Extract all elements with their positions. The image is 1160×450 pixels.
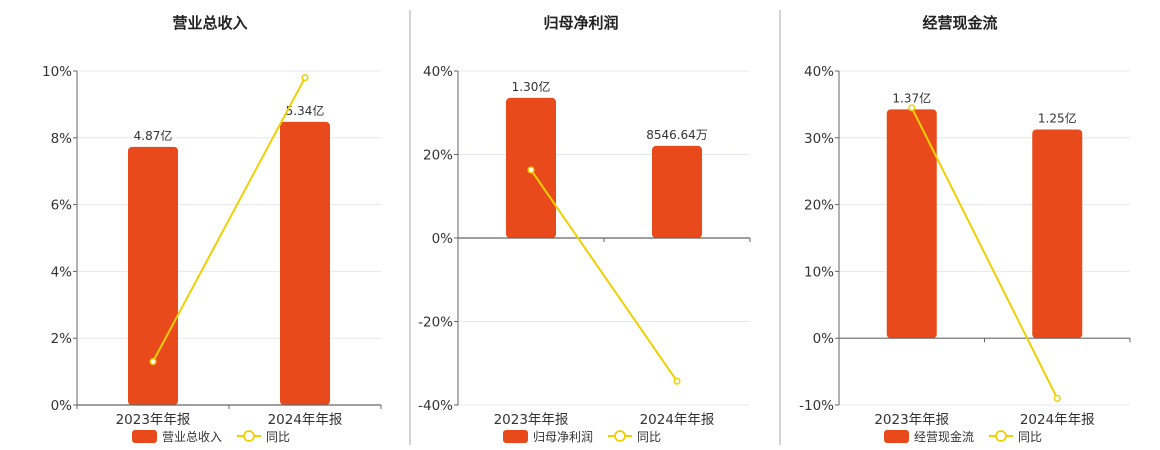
legend-swatch-point <box>614 430 626 442</box>
y-tick-label: 10% <box>804 264 834 280</box>
y-tick-label: -10% <box>799 398 834 414</box>
chart-panel-2: 归母净利润 -40% -20% 0% 20% 40% 1.30亿 8546.64万 2023年年… <box>418 14 751 444</box>
y-tick-label: 30% <box>804 131 834 147</box>
category-label: 2023年年报 <box>874 412 949 428</box>
legend-label: 同比 <box>1018 430 1042 444</box>
bar-data-label: 4.87亿 <box>134 128 173 143</box>
y-tick-label: 40% <box>804 64 834 80</box>
y-tick-label: -40% <box>418 398 453 414</box>
y-tick-label: 6% <box>51 198 73 214</box>
category-label: 2023年年报 <box>116 412 191 428</box>
bar-data-label: 1.25亿 <box>1038 110 1077 125</box>
y-tick-label: 0% <box>432 231 454 247</box>
legend-swatch-point <box>995 430 1007 442</box>
category-label: 2024年年报 <box>268 412 343 428</box>
yoy-line <box>530 169 678 382</box>
chart-title: 经营现金流 <box>922 14 997 32</box>
y-tick-label: 2% <box>51 331 73 347</box>
bar-data-label: 8546.64万 <box>646 128 708 142</box>
y-tick-label: 10% <box>42 64 72 80</box>
y-tick-label: 4% <box>51 264 73 280</box>
legend-swatch-bar <box>132 430 157 443</box>
yoy-point <box>908 104 916 112</box>
y-tick-label: 0% <box>51 398 73 414</box>
y-tick-label: 40% <box>423 64 453 80</box>
legend-label: 同比 <box>637 430 661 444</box>
chart-panel-1: 营业总收入 0% 2% 4% 6% 8% 10% 4.87亿 5.34亿 2023年年报 2024年… <box>42 14 382 444</box>
bar <box>128 146 178 406</box>
bar-data-label: 1.30亿 <box>512 79 551 94</box>
y-tick-label: 0% <box>813 331 835 347</box>
chart-panel-3: 经营现金流 -10% 0% 10% 20% 30% 40% 1.37亿 1.25亿 2023年年报… <box>799 14 1131 444</box>
legend-swatch-bar <box>884 430 909 443</box>
yoy-point <box>301 74 309 82</box>
bar <box>1032 129 1083 339</box>
chart-title: 归母净利润 <box>543 14 618 32</box>
legend-label: 营业总收入 <box>162 430 222 444</box>
y-tick-label: 20% <box>804 198 834 214</box>
category-label: 2024年年报 <box>1020 412 1095 428</box>
legend-label: 归母净利润 <box>533 430 593 444</box>
category-label: 2023年年报 <box>494 412 569 428</box>
yoy-line <box>152 77 306 363</box>
yoy-point <box>149 358 157 366</box>
yoy-point <box>1053 394 1061 402</box>
category-label: 2024年年报 <box>640 412 715 428</box>
legend-label: 经营现金流 <box>914 429 974 444</box>
yoy-line <box>910 107 1059 399</box>
legend-swatch-bar <box>503 430 528 443</box>
yoy-point <box>527 166 535 174</box>
bar-data-label: 1.37亿 <box>892 90 931 105</box>
legend-label: 同比 <box>266 430 290 444</box>
bar <box>280 121 330 406</box>
chart-title: 营业总收入 <box>172 14 247 32</box>
yoy-point <box>673 377 681 385</box>
legend-swatch-point <box>243 430 255 442</box>
bar-data-label: 5.34亿 <box>286 103 325 118</box>
bar <box>886 109 937 339</box>
y-tick-label: 8% <box>51 131 73 147</box>
y-tick-label: -20% <box>418 315 453 331</box>
bar <box>652 145 702 238</box>
y-tick-label: 20% <box>423 148 453 164</box>
